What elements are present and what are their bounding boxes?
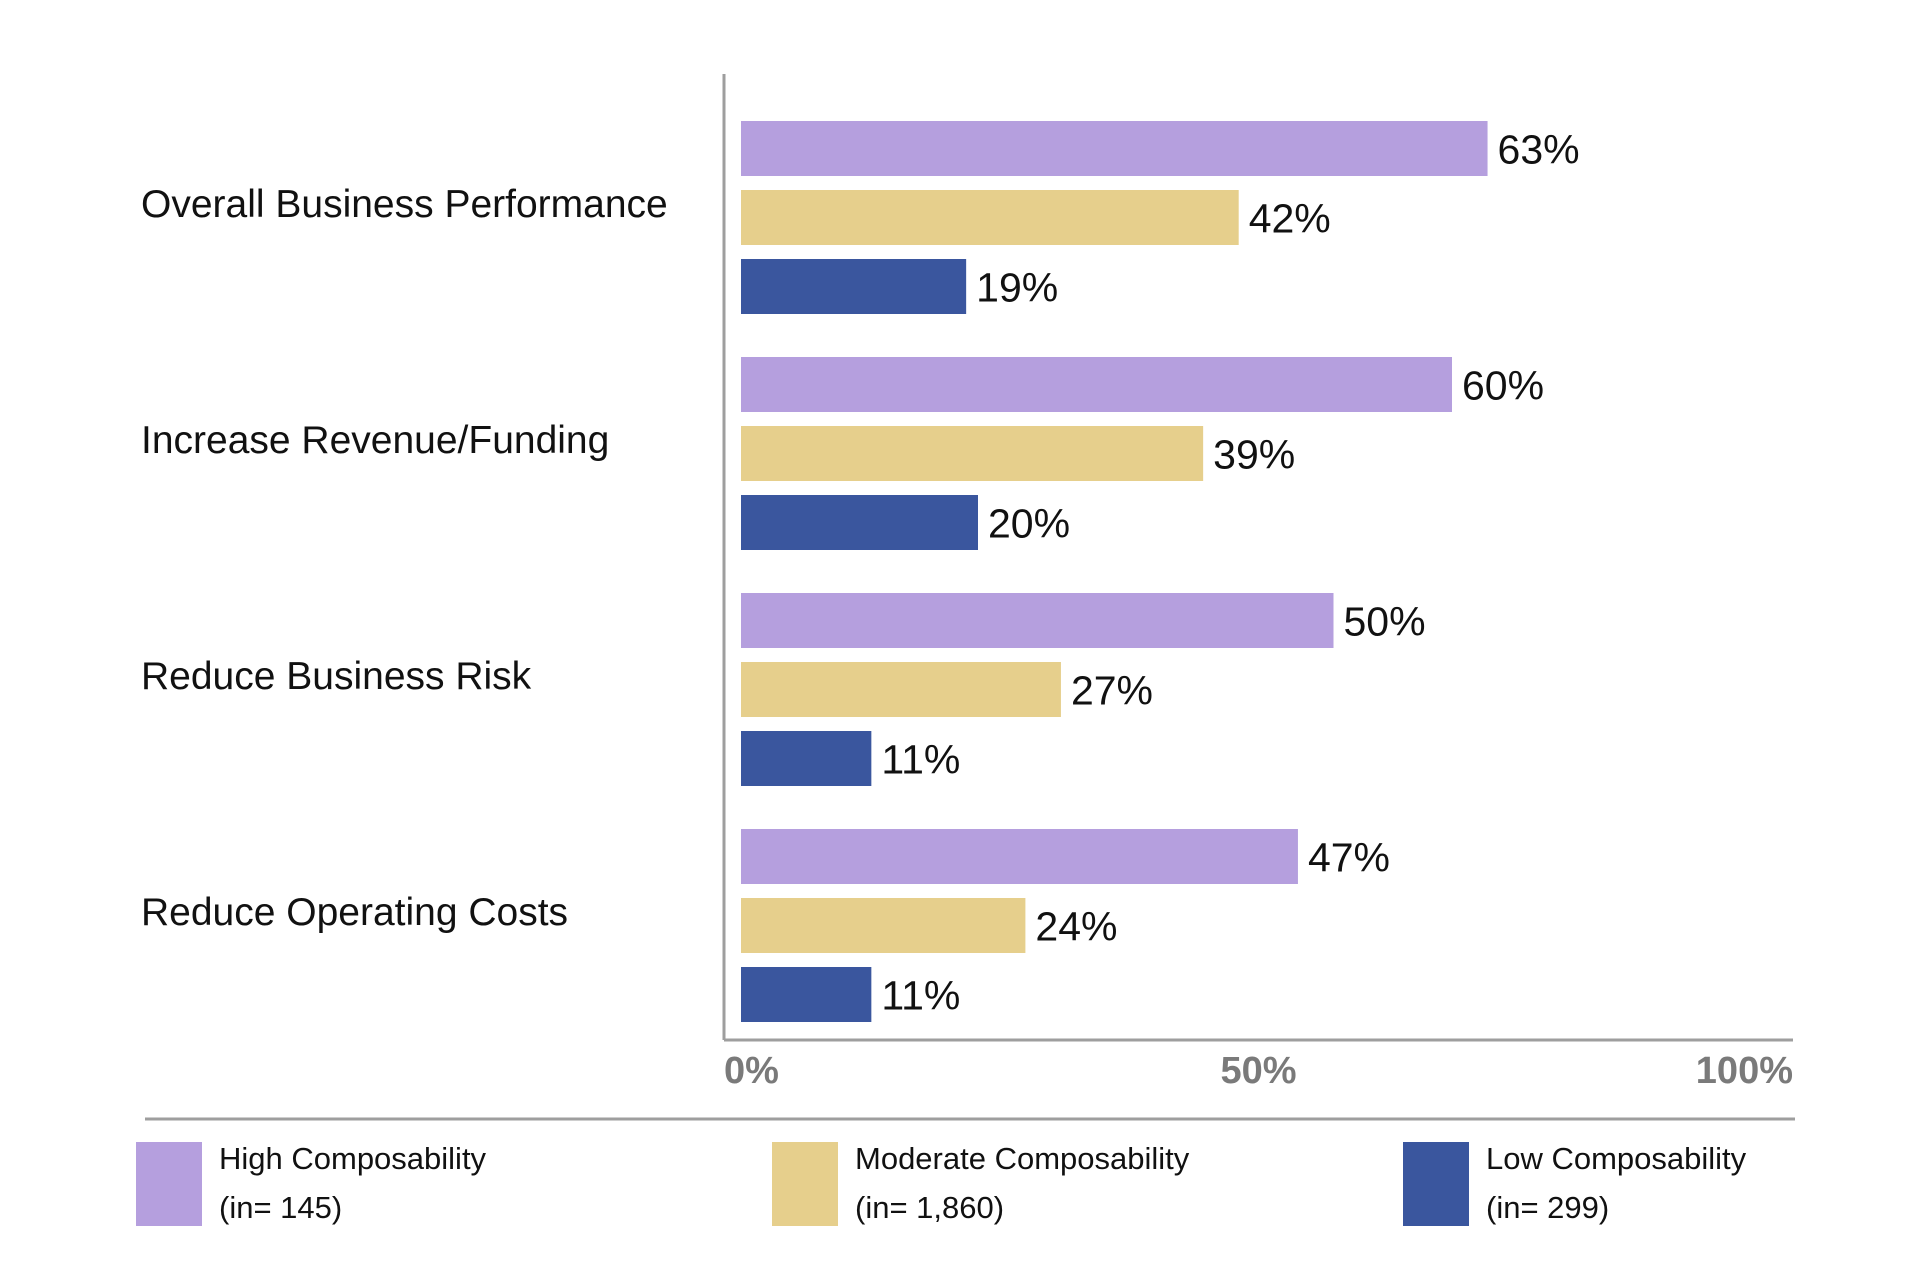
legend-label-high-composability: High Composability [219, 1141, 487, 1176]
legend-swatch-low-composability [1403, 1142, 1469, 1226]
value-label-high-composability-reduce-operating-costs: 47% [1308, 835, 1390, 881]
legend-label-moderate-composability: Moderate Composability [855, 1141, 1190, 1176]
legend-swatch-high-composability [136, 1142, 202, 1226]
x-tick-label-100: 100% [1696, 1050, 1793, 1092]
bar-high-composability-reduce-business-risk [741, 593, 1334, 648]
legend-label-low-composability: Low Composability [1486, 1141, 1747, 1176]
value-label-low-composability-reduce-operating-costs: 11% [881, 973, 960, 1019]
bar-low-composability-increase-revenue-funding [741, 495, 978, 550]
value-label-high-composability-increase-revenue-funding: 60% [1462, 363, 1544, 409]
bar-low-composability-reduce-operating-costs [741, 967, 872, 1022]
legend-sample-low-composability: (in= 299) [1486, 1190, 1609, 1225]
value-label-high-composability-overall-business-performance: 63% [1498, 127, 1580, 173]
category-label-reduce-operating-costs: Reduce Operating Costs [141, 891, 568, 934]
bar-high-composability-increase-revenue-funding [741, 357, 1452, 412]
x-axis-ticks: 0% 50% 100% [724, 1050, 1793, 1092]
bar-moderate-composability-increase-revenue-funding [741, 426, 1204, 481]
value-label-high-composability-reduce-business-risk: 50% [1344, 599, 1426, 645]
x-tick-label-50: 50% [1220, 1050, 1296, 1092]
category-labels: Overall Business Performance Increase Rev… [141, 183, 668, 934]
legend: High Composability (in= 145) Moderate Comp… [136, 1141, 1747, 1226]
bar-high-composability-overall-business-performance [741, 121, 1488, 176]
value-label-moderate-composability-increase-revenue-funding: 39% [1213, 432, 1295, 478]
bar-moderate-composability-overall-business-performance [741, 190, 1239, 245]
legend-swatch-moderate-composability [772, 1142, 838, 1226]
legend-sample-high-composability: (in= 145) [219, 1190, 342, 1225]
value-label-moderate-composability-reduce-business-risk: 27% [1071, 668, 1153, 714]
bars [741, 121, 1488, 1022]
value-label-low-composability-overall-business-performance: 19% [976, 265, 1058, 311]
bar-moderate-composability-reduce-operating-costs [741, 898, 1026, 953]
category-label-increase-revenue-funding: Increase Revenue/Funding [141, 419, 609, 462]
x-tick-label-0: 0% [724, 1050, 779, 1092]
legend-sample-moderate-composability: (in= 1,860) [855, 1190, 1004, 1225]
value-label-low-composability-reduce-business-risk: 11% [881, 737, 960, 783]
category-label-reduce-business-risk: Reduce Business Risk [141, 655, 532, 698]
bar-low-composability-reduce-business-risk [741, 731, 872, 786]
value-label-moderate-composability-overall-business-performance: 42% [1249, 196, 1331, 242]
category-label-overall-business-performance: Overall Business Performance [141, 183, 668, 226]
value-labels: 63% 42% 19% 60% 39% 20% 50% 27% 11% 47% 24% 11% [881, 127, 1579, 1019]
bar-low-composability-overall-business-performance [741, 259, 967, 314]
value-label-moderate-composability-reduce-operating-costs: 24% [1035, 904, 1117, 950]
value-label-low-composability-increase-revenue-funding: 20% [988, 501, 1070, 547]
bar-high-composability-reduce-operating-costs [741, 829, 1298, 884]
bar-moderate-composability-reduce-business-risk [741, 662, 1061, 717]
